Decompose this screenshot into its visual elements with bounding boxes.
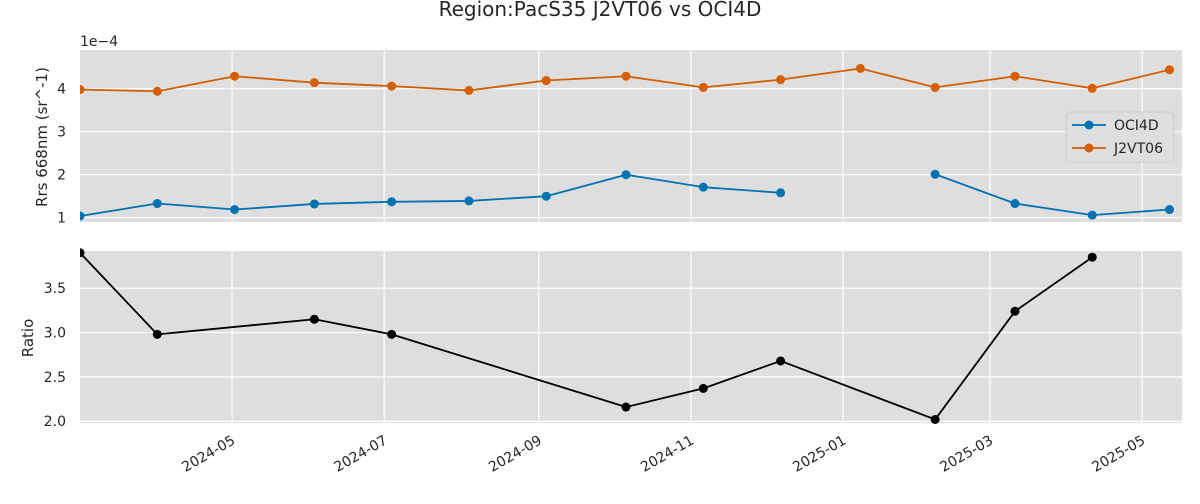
data-point-j2vt06 [930,82,940,92]
data-point-ratio [621,402,631,412]
x-tick-label: 2025-05 [1089,433,1148,476]
data-point-j2vt06 [80,85,85,95]
data-point-j2vt06 [1087,83,1097,93]
data-point-j2vt06 [1010,71,1020,81]
data-point-oci4d [230,205,240,215]
top-y-tick-label: 1 [57,211,66,227]
data-point-ratio [1010,306,1020,316]
data-point-ratio [1087,252,1097,262]
data-point-ratio [387,329,397,339]
data-point-oci4d [930,169,940,179]
legend-label-oci4d: OCI4D [1114,118,1159,134]
data-point-oci4d [152,199,162,209]
bottom-data-layer [80,248,1097,424]
data-point-oci4d [1087,210,1097,220]
data-point-oci4d [387,197,397,207]
x-tick-label: 2025-01 [790,433,849,476]
data-point-j2vt06 [309,78,319,88]
top-data-layer [80,63,1175,221]
data-point-oci4d [776,188,786,198]
data-point-ratio [698,383,708,393]
data-point-oci4d [309,199,319,209]
bottom-y-tick-label: 2.5 [44,370,66,386]
bottom-y-axis-label: Ratio [19,319,37,358]
data-point-ratio [152,329,162,339]
data-point-j2vt06 [152,86,162,96]
data-point-j2vt06 [1165,65,1175,75]
data-point-j2vt06 [541,76,551,86]
data-point-oci4d [698,182,708,192]
data-point-ratio [776,356,786,366]
data-point-j2vt06 [698,82,708,92]
x-tick-label: 2024-11 [638,433,697,476]
series-line-oci4d [80,173,781,217]
top-y-tick-label: 2 [57,168,66,184]
series-line-ratio [80,252,1093,421]
top-y-tick-label: 4 [57,82,66,98]
data-point-ratio [80,248,85,258]
data-point-oci4d [80,211,85,221]
bottom-panel-ratio: 2.0 2.5 3.0 3.5 2024-05 2024-07 2024-09 2024-11… [44,248,1182,476]
x-tick-label: 2024-05 [179,433,238,476]
x-tick-label: 2024-07 [332,433,391,476]
data-point-j2vt06 [230,71,240,81]
data-point-oci4d [1165,205,1175,215]
data-point-j2vt06 [387,81,397,91]
top-y-offset-label: 1e−4 [80,34,118,50]
bottom-plot-background [80,251,1182,423]
data-point-oci4d [541,191,551,201]
top-y-tick-label: 3 [57,125,66,141]
x-tick-label: 2024-09 [486,433,545,476]
x-tick-label: 2025-03 [937,433,996,476]
legend-label-j2vt06: J2VT06 [1113,141,1163,157]
data-point-ratio [309,314,319,324]
legend: OCI4D J2VT06 [1065,111,1175,163]
bottom-y-tick-label: 3.0 [44,326,66,342]
data-point-oci4d [1010,199,1020,209]
data-point-j2vt06 [464,85,474,95]
top-y-axis-label: Rrs 668nm (sr^-1) [33,67,51,207]
top-panel-rrs: 1 2 3 4 OCI4D J2VT06 [57,50,1182,227]
series-line-oci4d [934,173,1170,217]
data-point-oci4d [621,170,631,180]
data-point-ratio [930,414,940,424]
data-point-j2vt06 [621,71,631,81]
chart-title: Region:PacS35 J2VT06 vs OCI4D [439,0,762,21]
data-point-j2vt06 [855,63,865,73]
bottom-y-tick-label: 3.5 [44,281,66,297]
data-point-j2vt06 [776,75,786,85]
bottom-y-tick-label: 2.0 [44,414,66,430]
data-point-oci4d [464,196,474,206]
legend-marker-oci4d [1084,120,1094,130]
legend-marker-j2vt06 [1084,143,1094,153]
